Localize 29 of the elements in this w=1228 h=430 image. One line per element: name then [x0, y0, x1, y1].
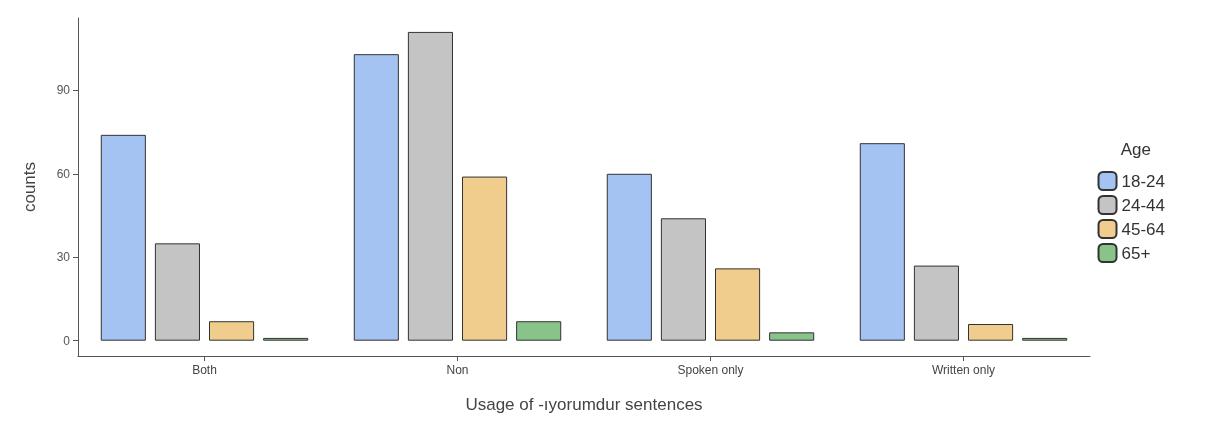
y-tick-label: 0 [63, 333, 71, 348]
bar [100, 134, 146, 341]
bar [407, 31, 453, 341]
legend-label: 24-44 [1121, 195, 1165, 215]
legend-title: Age [1120, 140, 1151, 159]
bar [715, 268, 761, 341]
bar [660, 218, 706, 341]
bar [154, 243, 200, 341]
bar [913, 265, 959, 341]
bar [209, 321, 255, 341]
legend-label: 65+ [1121, 243, 1151, 263]
x-tick-label: Spoken only [677, 363, 744, 377]
x-tick-label: Both [192, 363, 217, 377]
bar [462, 176, 508, 341]
bar [606, 173, 652, 341]
y-tick-label: 90 [56, 83, 71, 98]
y-tick-label: 60 [56, 166, 71, 181]
bar [769, 332, 815, 341]
x-tick-label: Non [446, 363, 469, 377]
legend-label: 45-64 [1121, 219, 1165, 239]
x-tick-label: Written only [931, 363, 996, 377]
bar [968, 324, 1014, 341]
bar [516, 321, 562, 341]
x-axis-title: Usage of -ıyorumdur sentences [465, 395, 703, 414]
bar [859, 143, 905, 341]
y-axis-title: counts [20, 161, 39, 213]
legend-label: 18-24 [1121, 171, 1165, 191]
y-tick-label: 30 [56, 250, 71, 265]
bar [353, 54, 399, 341]
